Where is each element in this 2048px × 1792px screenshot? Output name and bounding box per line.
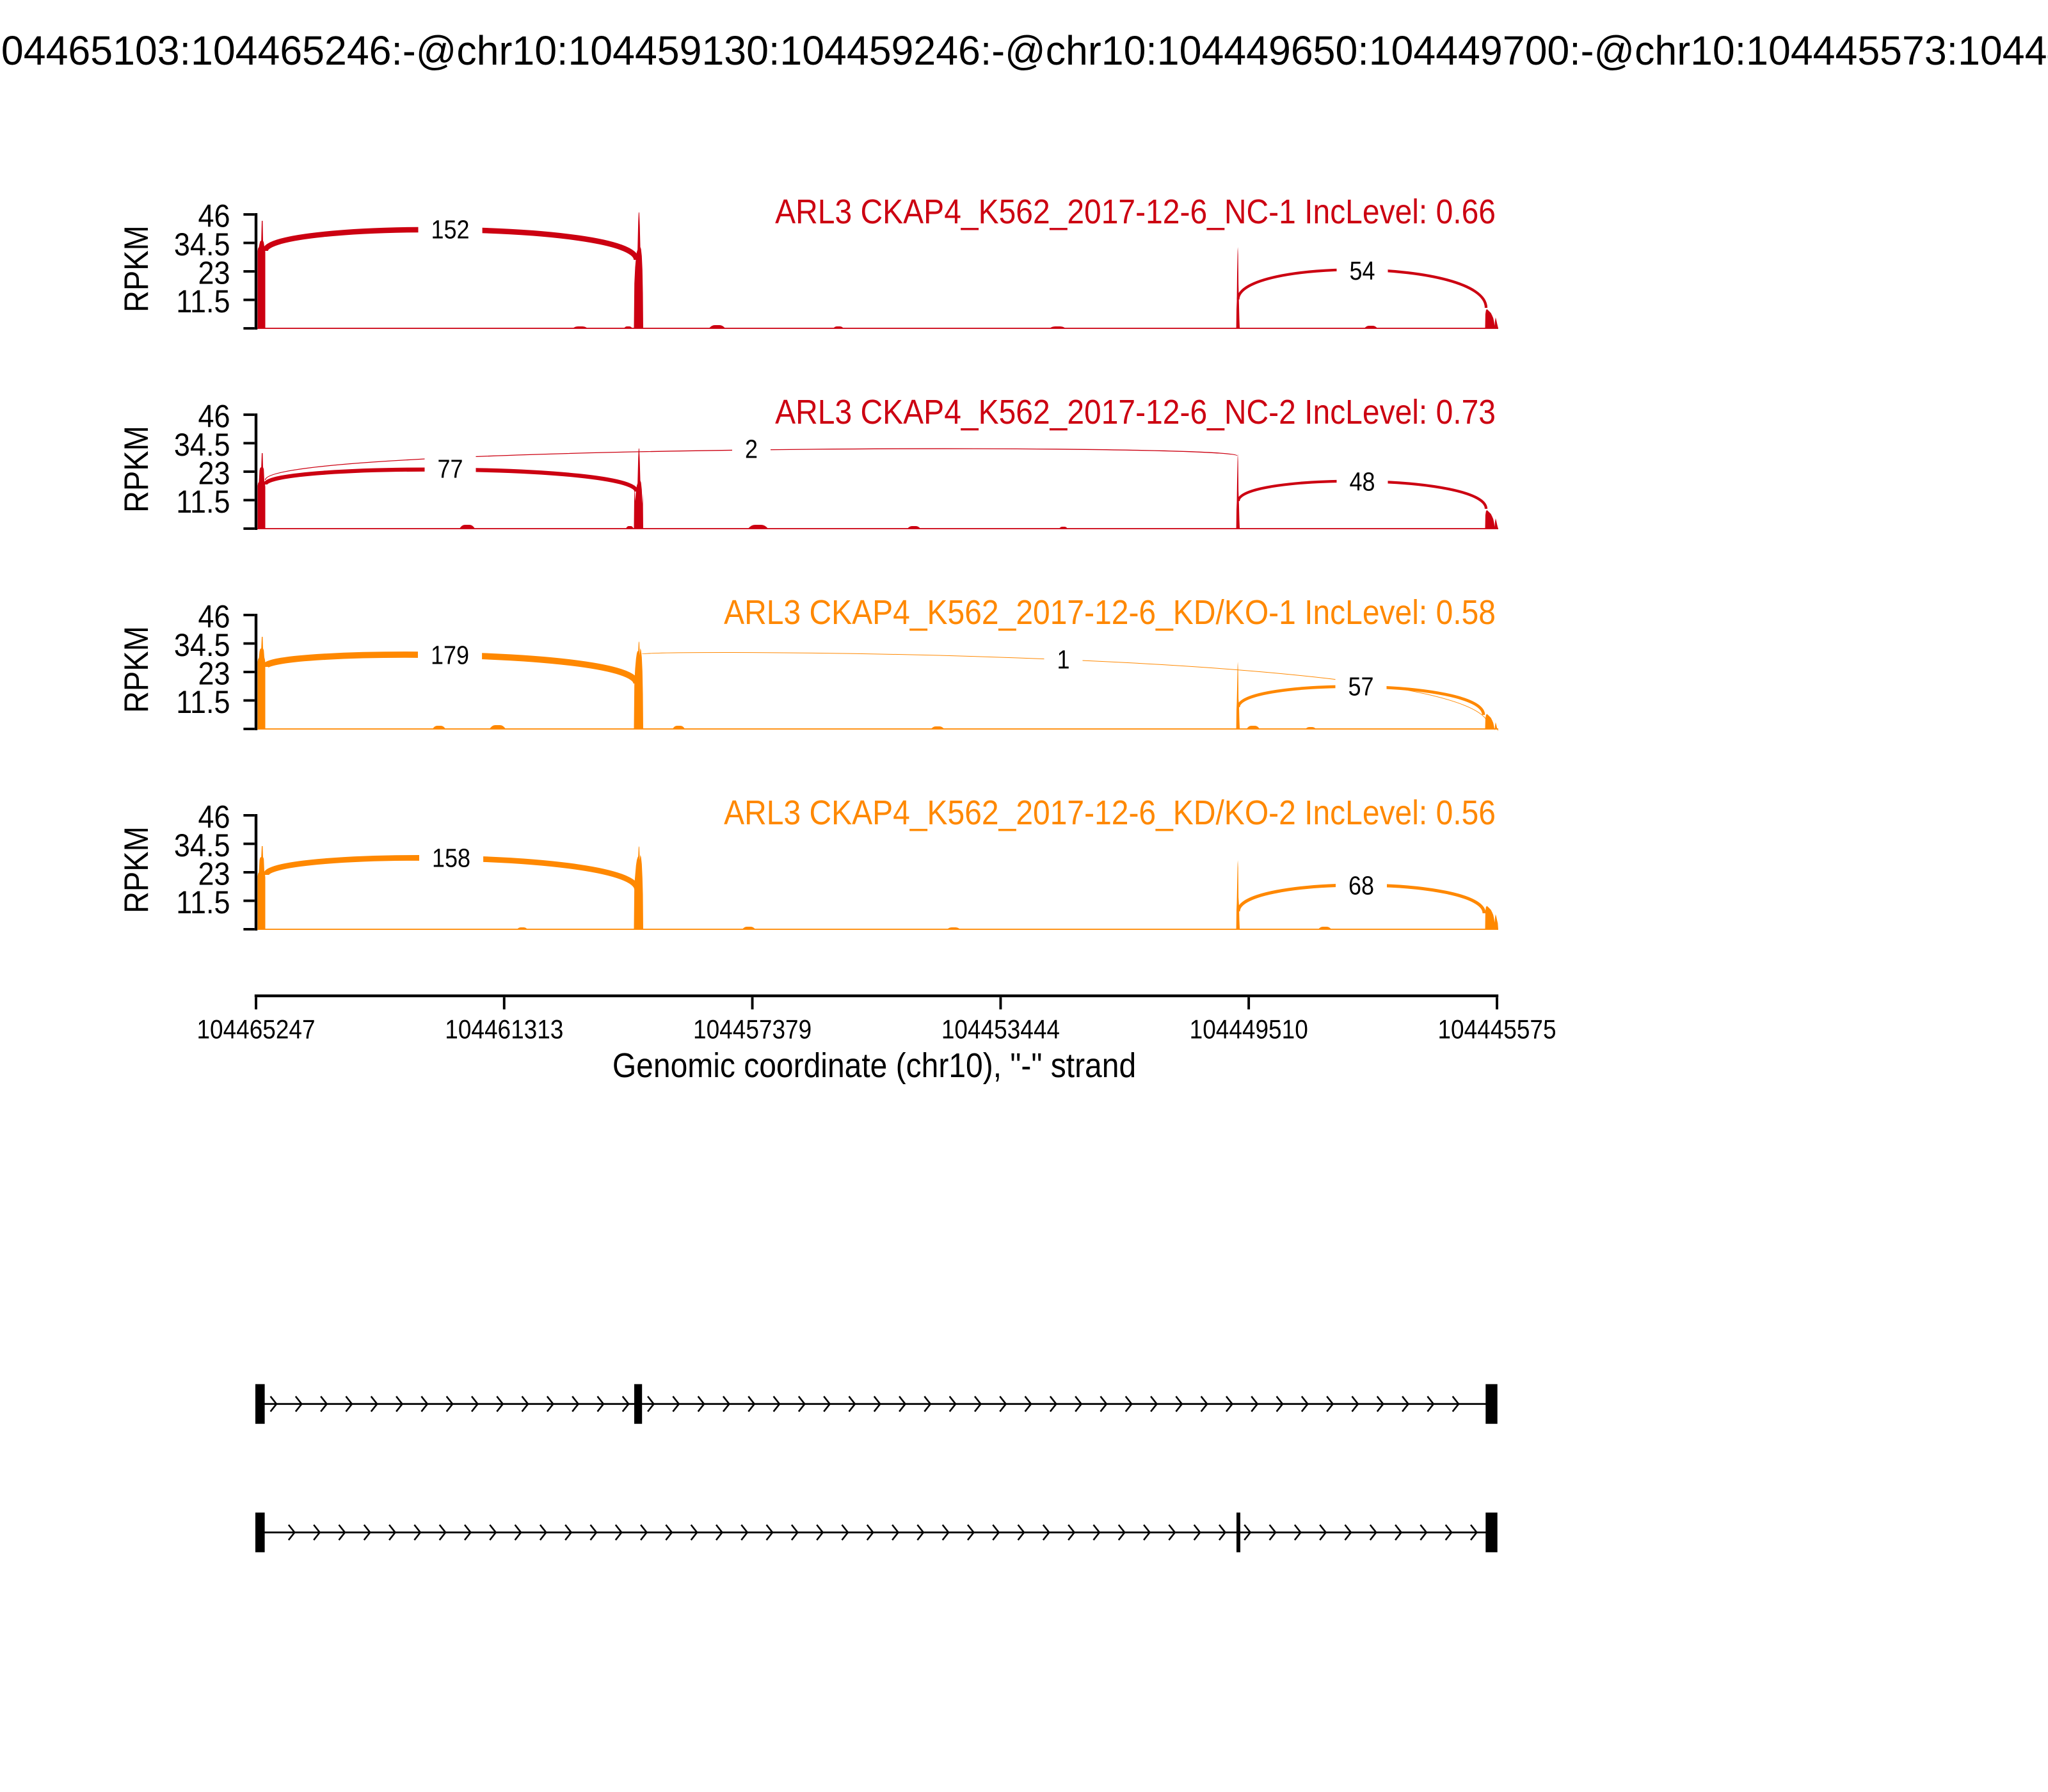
svg-text:48: 48	[1349, 467, 1375, 496]
svg-text:ARL3 CKAP4_K562_2017-12-6_KD/K: ARL3 CKAP4_K562_2017-12-6_KD/KO-2 IncLev…	[724, 793, 1496, 831]
svg-text:Genomic coordinate (chr10), "-: Genomic coordinate (chr10), "-" strand	[612, 1046, 1136, 1084]
svg-text:104465247: 104465247	[196, 1015, 315, 1044]
svg-text:152: 152	[431, 215, 469, 244]
svg-text:ARL3 CKAP4_K562_2017-12-6_NC-1: ARL3 CKAP4_K562_2017-12-6_NC-1 IncLevel:…	[775, 192, 1496, 230]
svg-text:77: 77	[437, 454, 463, 483]
svg-text:23: 23	[198, 456, 230, 492]
svg-text:46: 46	[198, 399, 230, 435]
svg-text:34.5: 34.5	[174, 828, 230, 864]
svg-text:34.5: 34.5	[174, 628, 230, 664]
svg-text:104449510: 104449510	[1190, 1015, 1308, 1044]
svg-text:46: 46	[198, 198, 230, 234]
svg-text:chr10:104465103:104465246:-@ch: chr10:104465103:104465246:-@chr10:104459…	[0, 28, 2048, 74]
svg-text:11.5: 11.5	[176, 484, 230, 520]
svg-text:ARL3 CKAP4_K562_2017-12-6_KD/K: ARL3 CKAP4_K562_2017-12-6_KD/KO-1 IncLev…	[724, 593, 1496, 631]
svg-text:RPKM: RPKM	[118, 626, 156, 713]
svg-text:104453444: 104453444	[941, 1015, 1060, 1044]
svg-text:1: 1	[1057, 645, 1069, 674]
svg-text:46: 46	[198, 599, 230, 635]
svg-text:57: 57	[1348, 672, 1373, 701]
svg-text:RPKM: RPKM	[118, 426, 156, 513]
svg-text:46: 46	[198, 799, 230, 835]
svg-text:RPKM: RPKM	[118, 225, 156, 312]
svg-text:104461313: 104461313	[445, 1015, 563, 1044]
svg-text:54: 54	[1349, 257, 1375, 285]
svg-text:11.5: 11.5	[176, 885, 230, 921]
svg-text:ARL3 CKAP4_K562_2017-12-6_NC-2: ARL3 CKAP4_K562_2017-12-6_NC-2 IncLevel:…	[775, 392, 1496, 431]
svg-text:11.5: 11.5	[176, 685, 230, 721]
svg-text:104457379: 104457379	[693, 1015, 812, 1044]
svg-text:158: 158	[432, 844, 470, 872]
svg-text:34.5: 34.5	[174, 227, 230, 263]
svg-text:23: 23	[198, 255, 230, 291]
svg-text:179: 179	[431, 641, 469, 669]
svg-text:2: 2	[745, 435, 758, 463]
svg-text:104445575: 104445575	[1437, 1015, 1556, 1044]
svg-text:23: 23	[198, 656, 230, 692]
svg-text:11.5: 11.5	[176, 284, 230, 320]
svg-text:34.5: 34.5	[174, 428, 230, 463]
svg-text:RPKM: RPKM	[118, 826, 156, 913]
svg-text:68: 68	[1348, 871, 1374, 900]
svg-text:23: 23	[198, 856, 230, 892]
